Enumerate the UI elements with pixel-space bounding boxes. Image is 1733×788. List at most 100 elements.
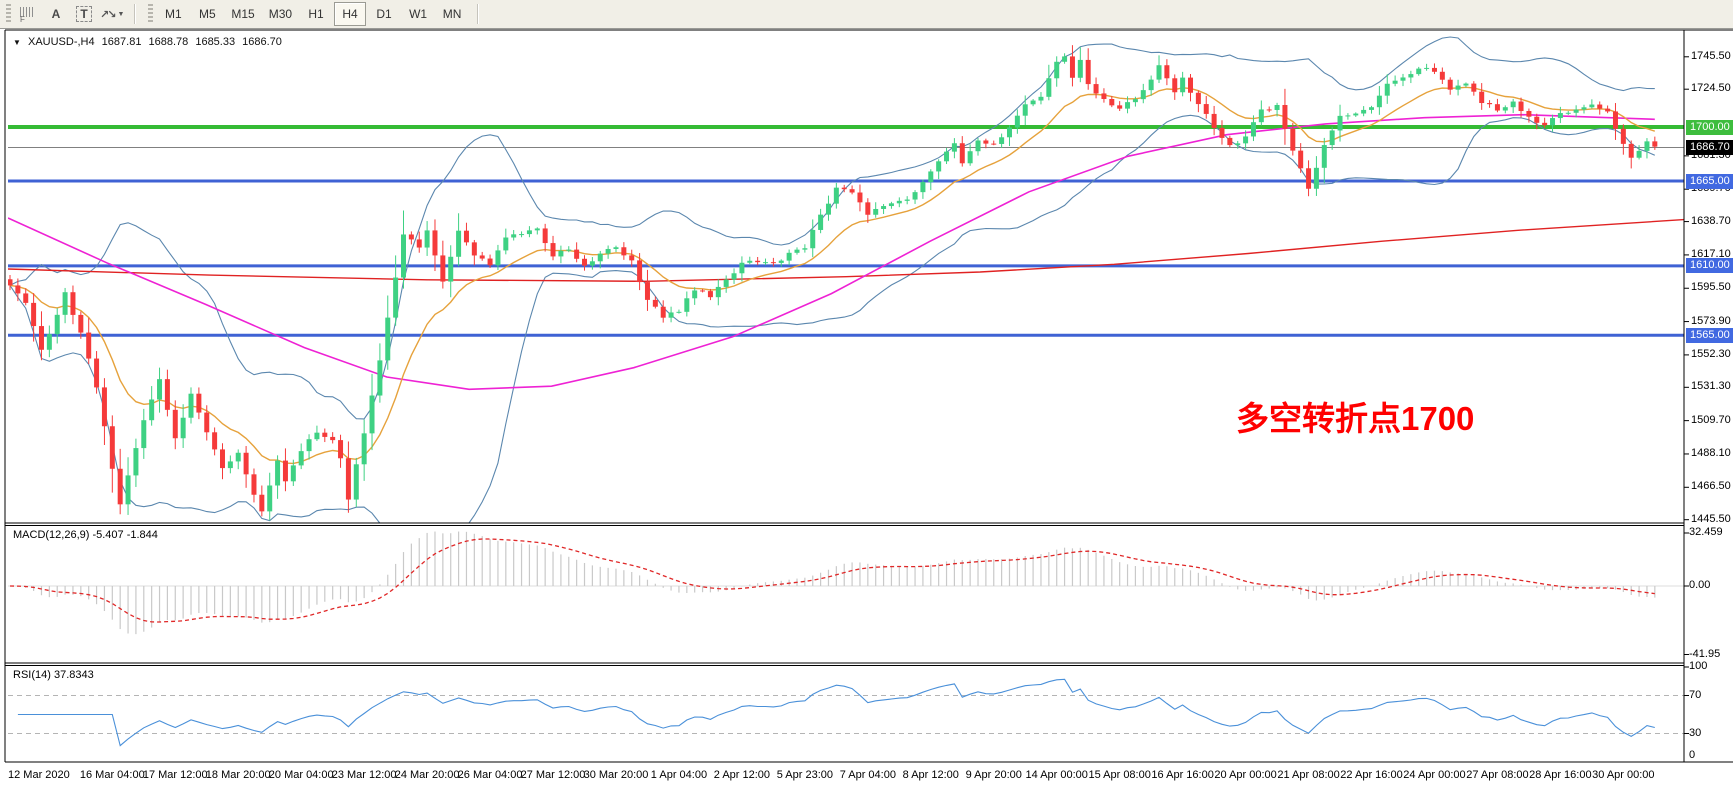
time-tick-label: 21 Apr 08:00: [1277, 769, 1340, 781]
candle-body: [1164, 65, 1170, 79]
candle-body: [243, 452, 249, 475]
candle-body: [723, 279, 729, 287]
candle-body: [770, 262, 776, 264]
candle-body: [1077, 59, 1083, 78]
time-tick-label: 17 Mar 12:00: [142, 769, 208, 781]
candle-body: [873, 208, 879, 215]
time-tick-label: 28 Apr 16:00: [1529, 769, 1592, 781]
candle-body: [865, 202, 871, 215]
candle-body: [1589, 104, 1595, 108]
candle-body: [1211, 113, 1217, 128]
text-label-button[interactable]: A: [43, 2, 69, 26]
candle-body: [1494, 104, 1500, 111]
chart-annotation-text: 多空转折点1700: [1236, 400, 1475, 437]
candle-body: [1250, 122, 1256, 137]
candle-body: [133, 448, 139, 476]
candle-body: [1376, 95, 1382, 108]
timeframe-button-mn[interactable]: MN: [442, 7, 462, 21]
candle-body: [920, 182, 926, 193]
candle-body: [534, 228, 540, 231]
candle-body: [1652, 141, 1658, 147]
candle-body: [164, 379, 170, 410]
candle-body: [1258, 109, 1264, 123]
candle-body: [526, 230, 532, 235]
timeframe-button-m30[interactable]: M30: [268, 7, 293, 21]
candle-body: [290, 465, 296, 482]
candle-body: [558, 250, 564, 257]
candle-body: [739, 262, 745, 274]
candle-body: [849, 189, 855, 193]
candle-body: [1392, 80, 1398, 84]
toolbar-drag-handle[interactable]: [148, 4, 154, 24]
candle-body: [15, 285, 21, 294]
timeframe-button-w1[interactable]: W1: [409, 7, 428, 21]
candle-body: [1321, 145, 1327, 168]
candle-body: [345, 458, 351, 500]
candle-body: [1298, 150, 1304, 169]
candle-body: [1447, 79, 1453, 90]
time-tick-label: 16 Mar 04:00: [79, 769, 145, 781]
candle-body: [78, 314, 84, 333]
timeframe-button-m1[interactable]: M1: [165, 7, 182, 21]
candle-body: [1038, 96, 1044, 101]
text-box-button[interactable]: T: [71, 2, 97, 26]
rsi-line: [17, 678, 1655, 747]
candle-body: [227, 461, 233, 469]
candle-body: [542, 228, 548, 244]
timeframe-button-d1[interactable]: D1: [376, 7, 392, 21]
candle-body: [235, 452, 241, 462]
candle-body: [1132, 99, 1138, 103]
candle-body: [912, 192, 918, 200]
candle-body: [644, 282, 650, 300]
candle-body: [1361, 109, 1367, 114]
price-tick-label: 1638.70: [1691, 214, 1731, 227]
candle-body: [212, 432, 218, 450]
candle-body: [1487, 103, 1493, 105]
macd-indicator-label: MACD(12,26,9) -5.407 -1.844: [13, 529, 158, 541]
arrow-objects-button[interactable]: ↗↘ ▼: [99, 2, 125, 26]
price-tick-label: 1488.10: [1691, 446, 1731, 459]
time-tick-label: 15 Apr 08:00: [1088, 769, 1151, 781]
candle-body: [479, 255, 485, 259]
candle-body: [401, 234, 406, 278]
timeframe-button-h4[interactable]: H4: [334, 2, 367, 26]
macd-tick-label: 32.459: [1689, 525, 1723, 538]
timeframe-button-m5[interactable]: M5: [199, 7, 216, 21]
candle-body: [1345, 115, 1351, 117]
candle-body: [818, 214, 824, 230]
candle-body: [1526, 111, 1532, 117]
candle-body: [1093, 84, 1099, 94]
candle-body: [983, 140, 989, 144]
candle-body: [1180, 77, 1186, 93]
toolbar-separator: [134, 4, 137, 24]
candle-body: [1062, 56, 1068, 62]
candle-body: [149, 399, 155, 421]
candle-body: [1313, 167, 1319, 189]
candle-body: [1612, 111, 1618, 129]
candle-body: [951, 143, 957, 152]
candle-body: [589, 261, 595, 266]
candle-body: [117, 468, 123, 505]
candle-body: [888, 203, 894, 207]
candle-body: [1172, 78, 1178, 93]
candle-body: [928, 171, 934, 183]
candle-body: [267, 485, 273, 512]
symbol-dropdown-icon[interactable]: ▼: [13, 38, 21, 47]
toolbar-drag-handle[interactable]: [6, 4, 11, 24]
time-tick-label: 26 Mar 04:00: [457, 769, 523, 781]
timeframe-button-m15[interactable]: M15: [231, 7, 255, 21]
template-grid-icon[interactable]: F: [15, 2, 41, 26]
candle-body: [1510, 101, 1516, 108]
candle-body: [322, 432, 328, 437]
timeframe-button-h1[interactable]: H1: [308, 7, 324, 21]
candle-body: [1069, 56, 1075, 78]
macd-signal-line: [9, 538, 1655, 623]
candle-body: [1550, 118, 1556, 126]
candle-body: [566, 249, 572, 251]
candle-body: [1644, 141, 1650, 151]
bollinger-lower: [9, 114, 1656, 523]
candle-body: [574, 249, 580, 259]
price-tick-label: 1552.30: [1691, 347, 1731, 360]
candle-body: [1479, 91, 1485, 104]
